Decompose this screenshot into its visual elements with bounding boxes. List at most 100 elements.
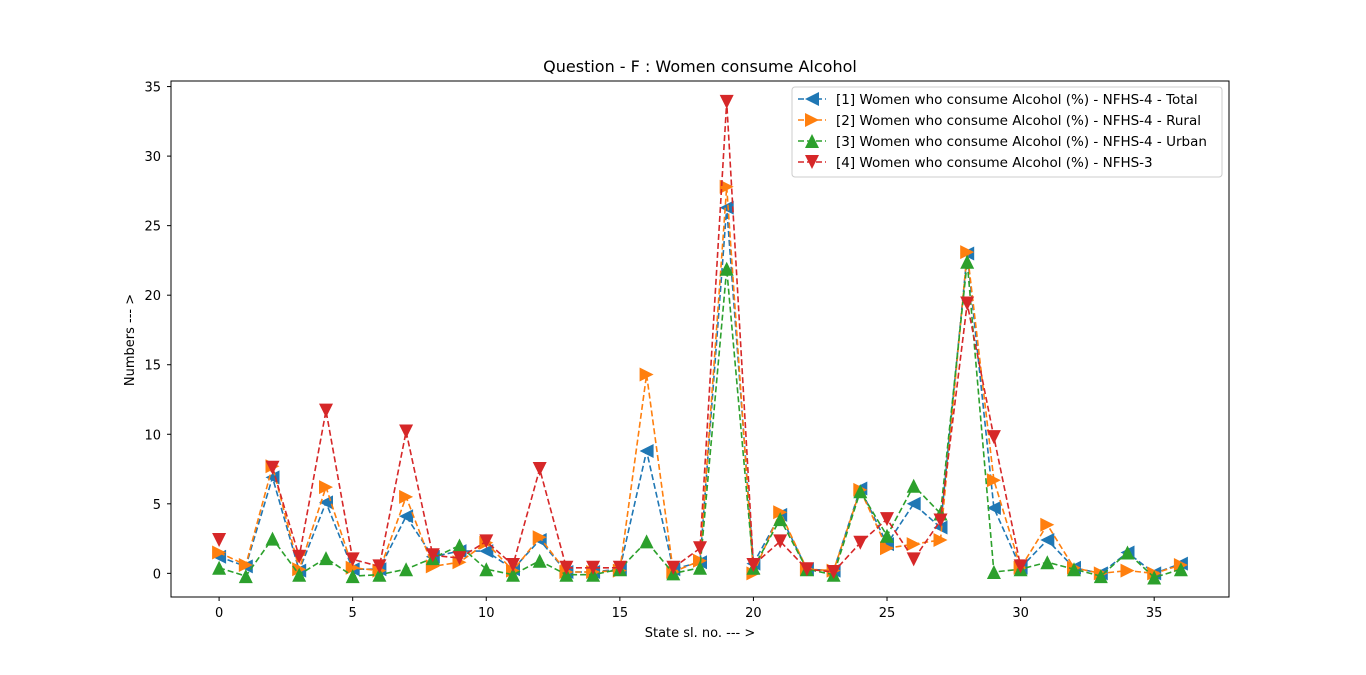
data-point [906,496,921,511]
data-point [693,541,707,556]
series-2 [212,179,1188,581]
legend-label: [2] Women who consume Alcohol (%) - NFHS… [836,113,1201,129]
data-point [212,533,227,547]
data-point [906,537,921,552]
data-point [719,200,734,215]
data-point [506,567,520,582]
data-point [399,562,414,577]
data-point [479,534,494,549]
data-point [746,558,761,572]
data-point [372,559,387,574]
data-point [425,548,440,563]
data-point [532,553,547,568]
data-point [612,560,627,575]
data-point [853,535,868,550]
data-point [1067,562,1081,577]
x-tick-label: 15 [612,606,629,621]
legend-marker [805,134,819,148]
data-point [719,94,734,109]
series-line [218,207,1182,575]
y-axis-label: Numbers --- > [123,294,138,386]
legend: [1] Women who consume Alcohol (%) - NFHS… [791,86,1223,178]
data-point [986,473,1001,488]
y-tick-label: 25 [144,220,161,235]
data-point [933,533,948,547]
y-tick-label: 0 [153,567,161,582]
x-tick-label: 30 [1012,606,1029,621]
series-4 [212,94,1028,579]
data-point [799,562,814,577]
y-tick-label: 20 [144,289,161,304]
data-point [452,538,467,553]
data-point [345,569,360,584]
data-point [986,430,1001,445]
data-point [960,254,975,269]
x-tick-label: 5 [349,606,357,621]
y-tick-label: 5 [153,498,161,513]
data-point [586,560,601,575]
legend-marker [805,155,819,169]
data-point [292,549,307,564]
legend-box [791,86,1223,178]
y-tick-label: 35 [144,81,161,96]
series-line [672,101,1022,573]
data-point [265,531,280,546]
data-point [880,528,894,543]
data-point [666,560,681,575]
legend-entry: [2] Women who consume Alcohol (%) - NFHS… [798,113,1201,129]
data-point [693,560,707,575]
data-point [319,551,333,566]
data-point [986,501,1001,515]
x-tick-label: 25 [879,606,896,621]
data-point [559,560,574,575]
chart-title: Question - F : Women consume Alcohol [543,57,857,76]
data-point [1173,562,1188,577]
series-line [218,261,1182,579]
data-point [1040,555,1055,570]
y-tick-label: 15 [144,359,161,374]
data-point [1147,570,1162,585]
data-point [826,565,841,579]
x-axis-label: State sl. no. --- > [645,626,756,641]
data-point [986,565,1001,579]
y-tick-label: 10 [144,428,161,443]
data-point [479,562,494,577]
y-tick-label: 30 [144,150,161,165]
data-point [639,367,654,382]
x-tick-label: 0 [215,606,223,621]
legend-marker [805,92,819,106]
data-point [1093,569,1108,584]
series-line [218,186,1182,575]
data-point [853,484,868,499]
data-point [238,569,253,584]
data-point [933,513,948,528]
plot-area [212,94,1188,585]
data-point [372,567,387,582]
data-point [773,512,788,527]
data-point [399,489,414,504]
series-line [271,410,620,569]
data-point [639,534,654,549]
legend-label: [1] Women who consume Alcohol (%) - NFHS… [836,92,1198,108]
data-point [345,560,360,575]
data-point [506,558,520,572]
data-point [345,552,360,567]
data-point [960,245,975,260]
data-point [906,478,921,493]
data-point [639,444,654,458]
data-point [906,552,921,567]
x-tick-label: 10 [478,606,495,621]
data-point [1040,517,1055,532]
data-point [532,530,547,545]
data-point [1040,533,1055,547]
data-point [532,462,547,476]
legend-label: [4] Women who consume Alcohol (%) - NFHS… [836,155,1153,171]
data-point [960,296,975,311]
axes: 0 5 10 15 20 25 30 35 0 5 10 15 20 25 30 35 [144,80,1230,621]
plot-frame [170,80,1230,598]
data-point [399,509,414,524]
legend-entry: [4] Women who consume Alcohol (%) - NFHS… [798,155,1153,171]
data-point [1120,563,1135,578]
